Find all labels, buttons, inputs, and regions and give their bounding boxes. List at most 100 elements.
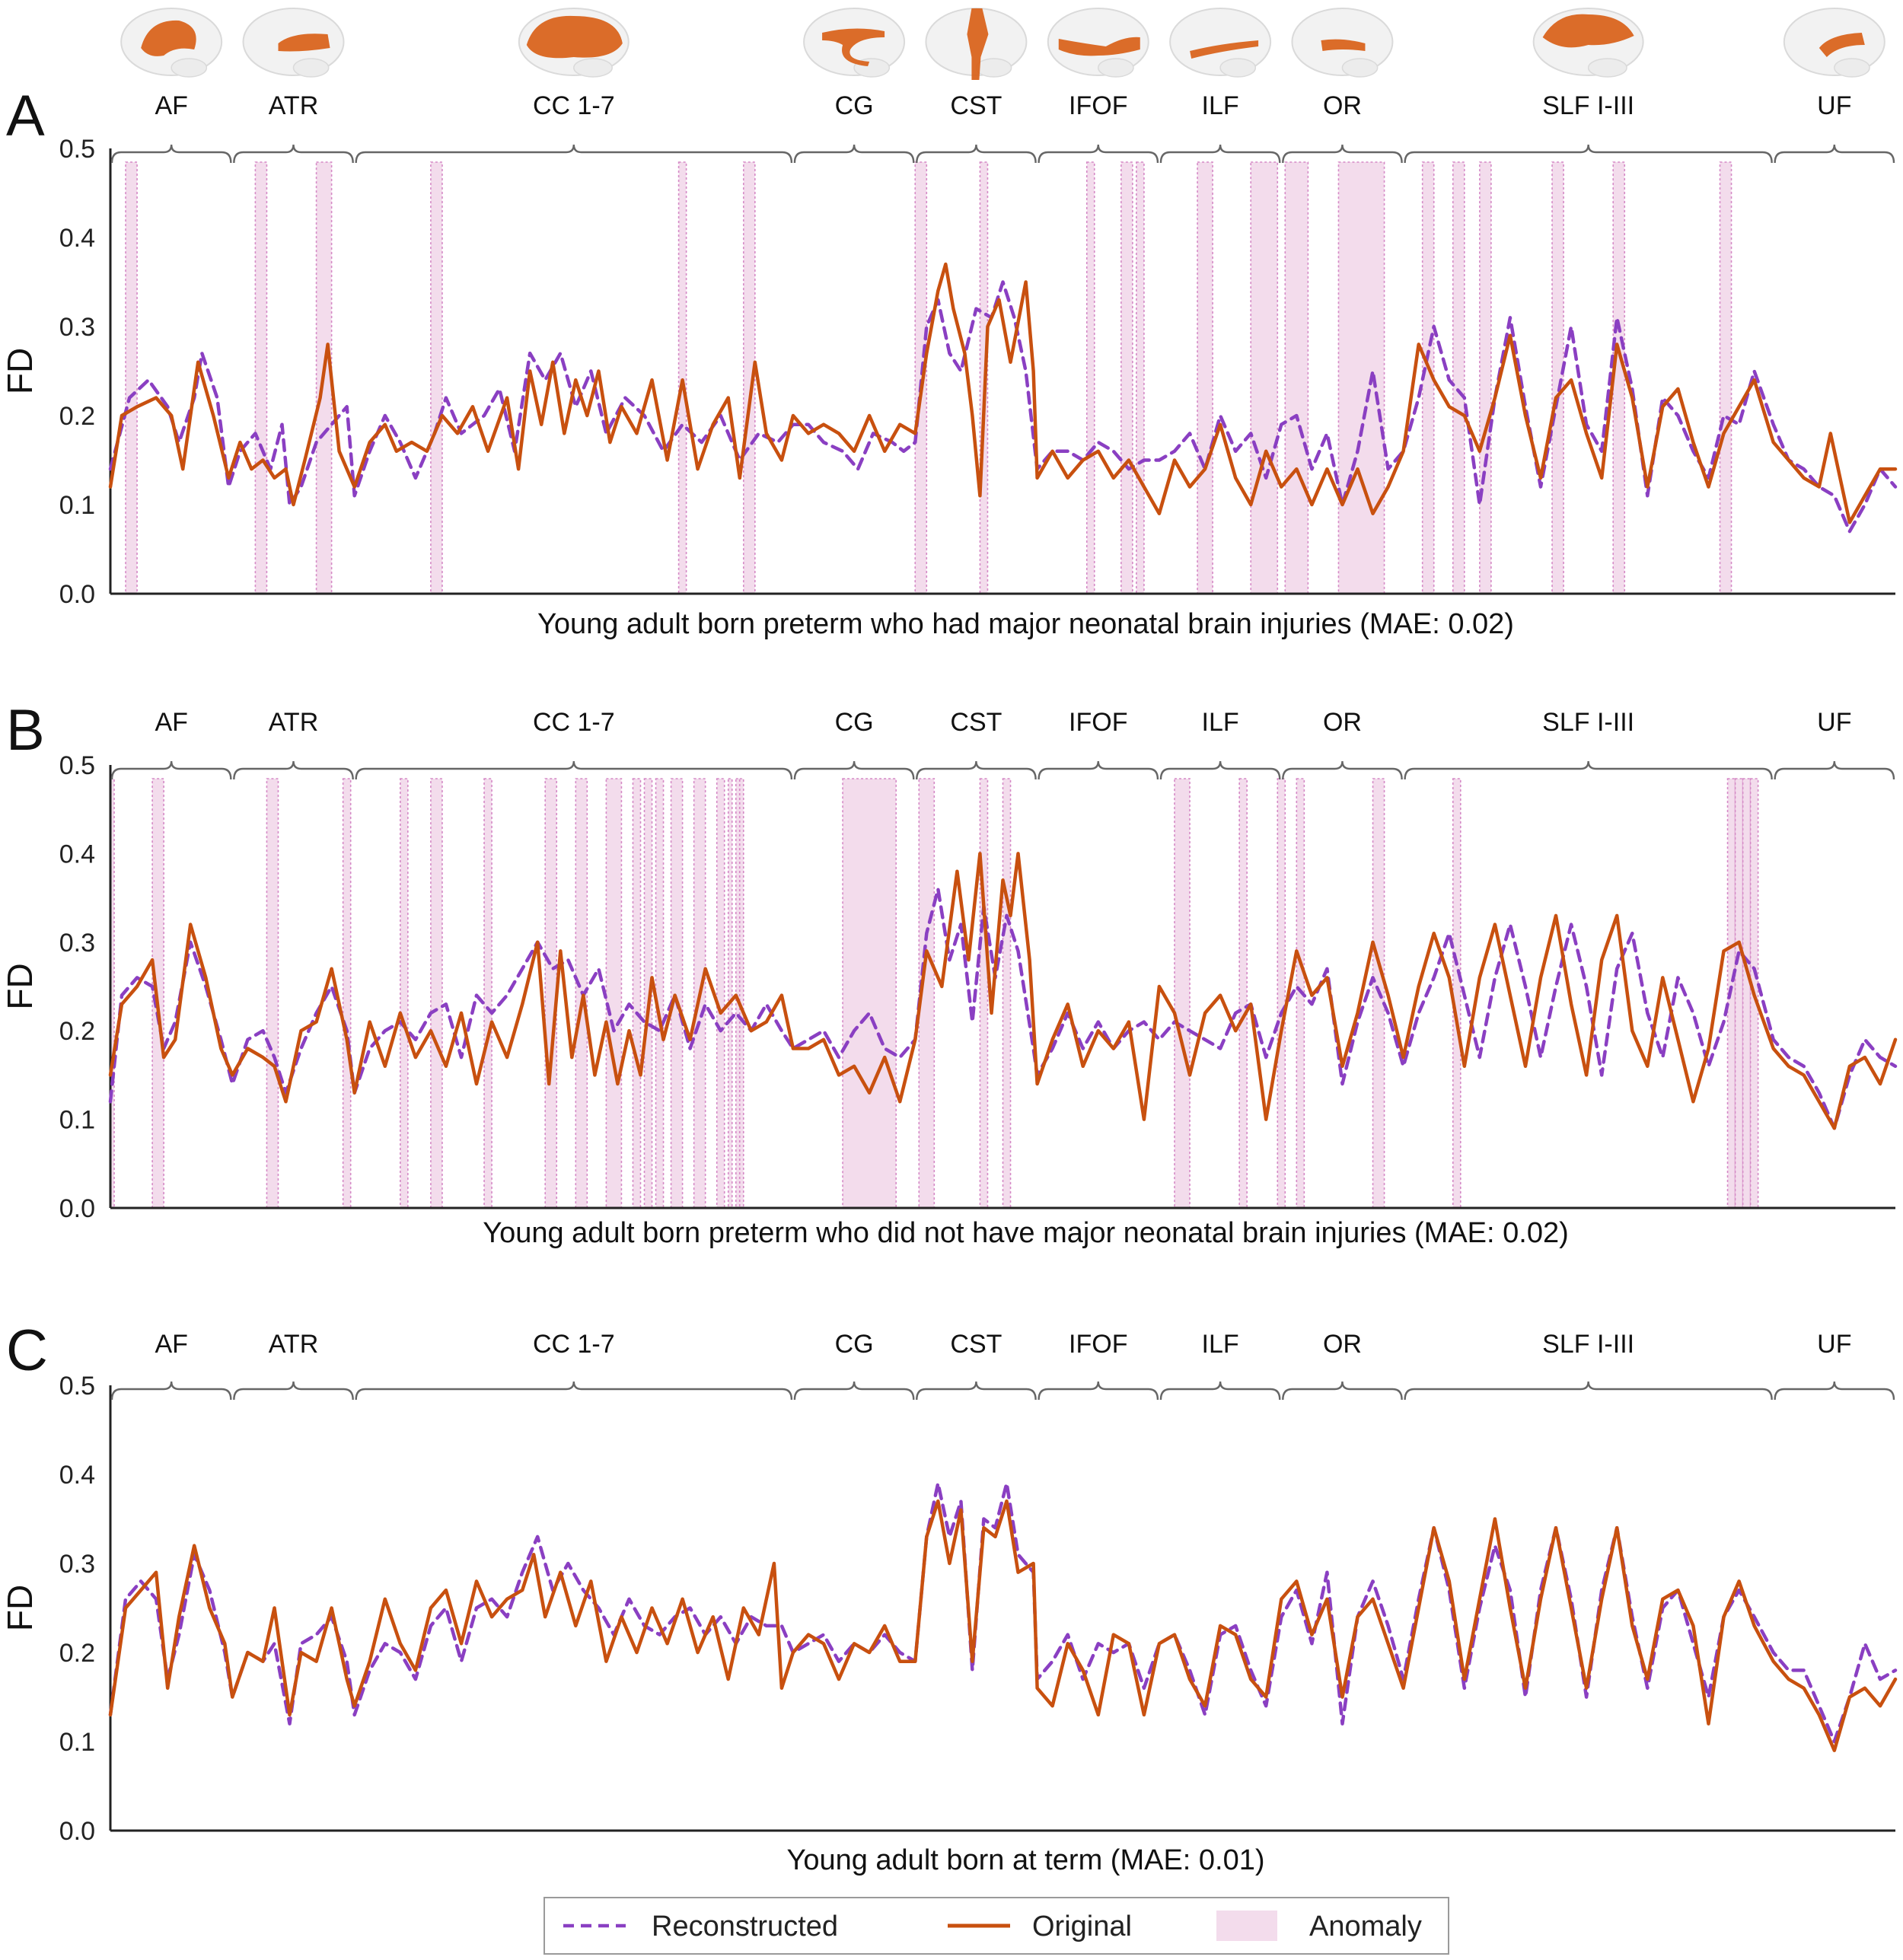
tract-bracket [916,1381,1037,1401]
tract-label: ATR [269,91,318,120]
tract-label: CG [835,708,874,737]
tract-bracket [916,144,1037,164]
tract-bracket [1404,760,1773,780]
anomaly-region-a-17 [1452,161,1465,594]
y-tick-label: 0.4 [59,224,95,253]
tract-label: CC 1-7 [533,91,615,120]
anomaly-region-a-10 [1120,161,1133,594]
tract-bracket [233,760,354,780]
anomaly-region-b-16 [716,778,725,1209]
tract-label: OR [1323,1330,1362,1359]
anomaly-region-b-31 [1734,778,1744,1209]
anomaly-region-a-5 [677,161,687,594]
anomaly-region-b-32 [1742,778,1752,1209]
tract-label: OR [1323,708,1362,737]
anomaly-region-a-9 [1085,161,1095,594]
anomaly-region-b-11 [632,778,642,1209]
tract-bracket [1774,760,1895,780]
tract-brain-thumbnails [120,8,1885,80]
tract-bracket [1159,144,1281,164]
y-tick-label: 0.5 [59,1372,95,1401]
brain-thumbnail-icon [1783,8,1885,78]
tract-label: UF [1817,1330,1851,1359]
tract-label: CST [950,1330,1002,1359]
anomaly-region-a-2 [254,161,268,594]
panel-a-chart: 0.0 0.1 0.2 0.3 0.4 0.5 FD AF ATR CC 1-7 CG CST IFOF… [0,91,1898,640]
anomaly-region-b-24 [1174,778,1191,1209]
anomaly-region-a-15 [1337,161,1385,594]
original-series-line-a [108,262,1898,524]
anomaly-region-b-25 [1238,778,1248,1209]
anomaly-region-b-19 [738,778,744,1209]
y-tick-label: 0.2 [59,1639,95,1668]
tract-bracket [1404,1381,1773,1401]
anomaly-region-a-18 [1479,161,1492,594]
tract-bracket [793,144,915,164]
panel-c-chart: 0.0 0.1 0.2 0.3 0.4 0.5 FD AF ATR CC 1-7 CG CST IFOF… [0,1330,1898,1876]
panel-caption-a: Young adult born preterm who had major n… [537,608,1514,640]
y-tick-label: 0.5 [59,751,95,780]
tract-label: CST [950,708,1002,737]
tract-label: IFOF [1069,1330,1127,1359]
anomaly-region-b-26 [1277,778,1286,1209]
tract-label: IFOF [1069,708,1127,737]
tract-label: CG [835,1330,874,1359]
tract-bracket [355,144,793,164]
tract-bracket [233,1381,354,1401]
y-tick-label: 0.3 [59,313,95,342]
anomaly-region-b-20 [842,778,897,1209]
tract-bracket [793,760,915,780]
y-tick-label: 0.2 [59,402,95,431]
tract-label: AF [155,708,187,737]
tract-bracket [1282,144,1403,164]
tract-bracket [916,760,1037,780]
tract-bracket [233,144,354,164]
tract-label: CC 1-7 [533,708,615,737]
tract-label: ILF [1202,1330,1239,1359]
tract-label: AF [155,91,187,120]
tract-label: CC 1-7 [533,1330,615,1359]
anomaly-region-b-8 [544,778,558,1209]
tract-label: ATR [269,1330,318,1359]
anomaly-region-b-12 [643,778,653,1209]
tract-label: SLF I-III [1542,1330,1634,1359]
tract-bracket [1159,760,1281,780]
y-axis-label: FD [0,963,40,1009]
y-tick-label: 0.2 [59,1017,95,1046]
tract-bracket [1404,144,1773,164]
original-series-line-b [108,852,1898,1130]
tract-label: UF [1817,91,1851,120]
anomaly-region-b-2 [151,778,164,1209]
anomaly-region-a-14 [1284,161,1309,594]
tract-bracket [1282,760,1403,780]
tract-label: SLF I-III [1542,708,1634,737]
anomaly-region-a-21 [1719,161,1732,594]
legend-original-label: Original [1032,1911,1132,1942]
anomaly-region-b-29 [1452,778,1462,1209]
panel-letter-c: C [6,1318,48,1383]
original-series-line-c [108,1499,1898,1752]
panel-caption-c: Young adult born at term (MAE: 0.01) [786,1844,1264,1876]
tract-bracket [1774,144,1895,164]
brain-thumbnail-icon [242,8,345,78]
tract-bracket [793,1381,915,1401]
anomaly-region-b-4 [342,778,352,1209]
anomaly-region-b-5 [400,778,409,1209]
anomaly-region-a-1 [125,161,138,594]
tract-bracket [110,760,232,780]
y-tick-label: 0.0 [59,1194,95,1223]
y-axis-label: FD [0,1585,40,1631]
y-tick-label: 0.4 [59,1461,95,1490]
brain-thumbnail-icon [1291,8,1394,78]
anomaly-region-a-13 [1250,161,1279,594]
tract-bracket [1159,1381,1281,1401]
anomaly-region-b-22 [979,778,989,1209]
anomaly-region-b-3 [266,778,279,1209]
tract-label: CST [950,91,1002,120]
tract-label: ILF [1202,708,1239,737]
tract-label: IFOF [1069,91,1127,120]
anomaly-region-a-7 [914,161,928,594]
reconstructed-series-line-c [108,1481,1898,1744]
legend-anomaly-label: Anomaly [1309,1911,1422,1942]
